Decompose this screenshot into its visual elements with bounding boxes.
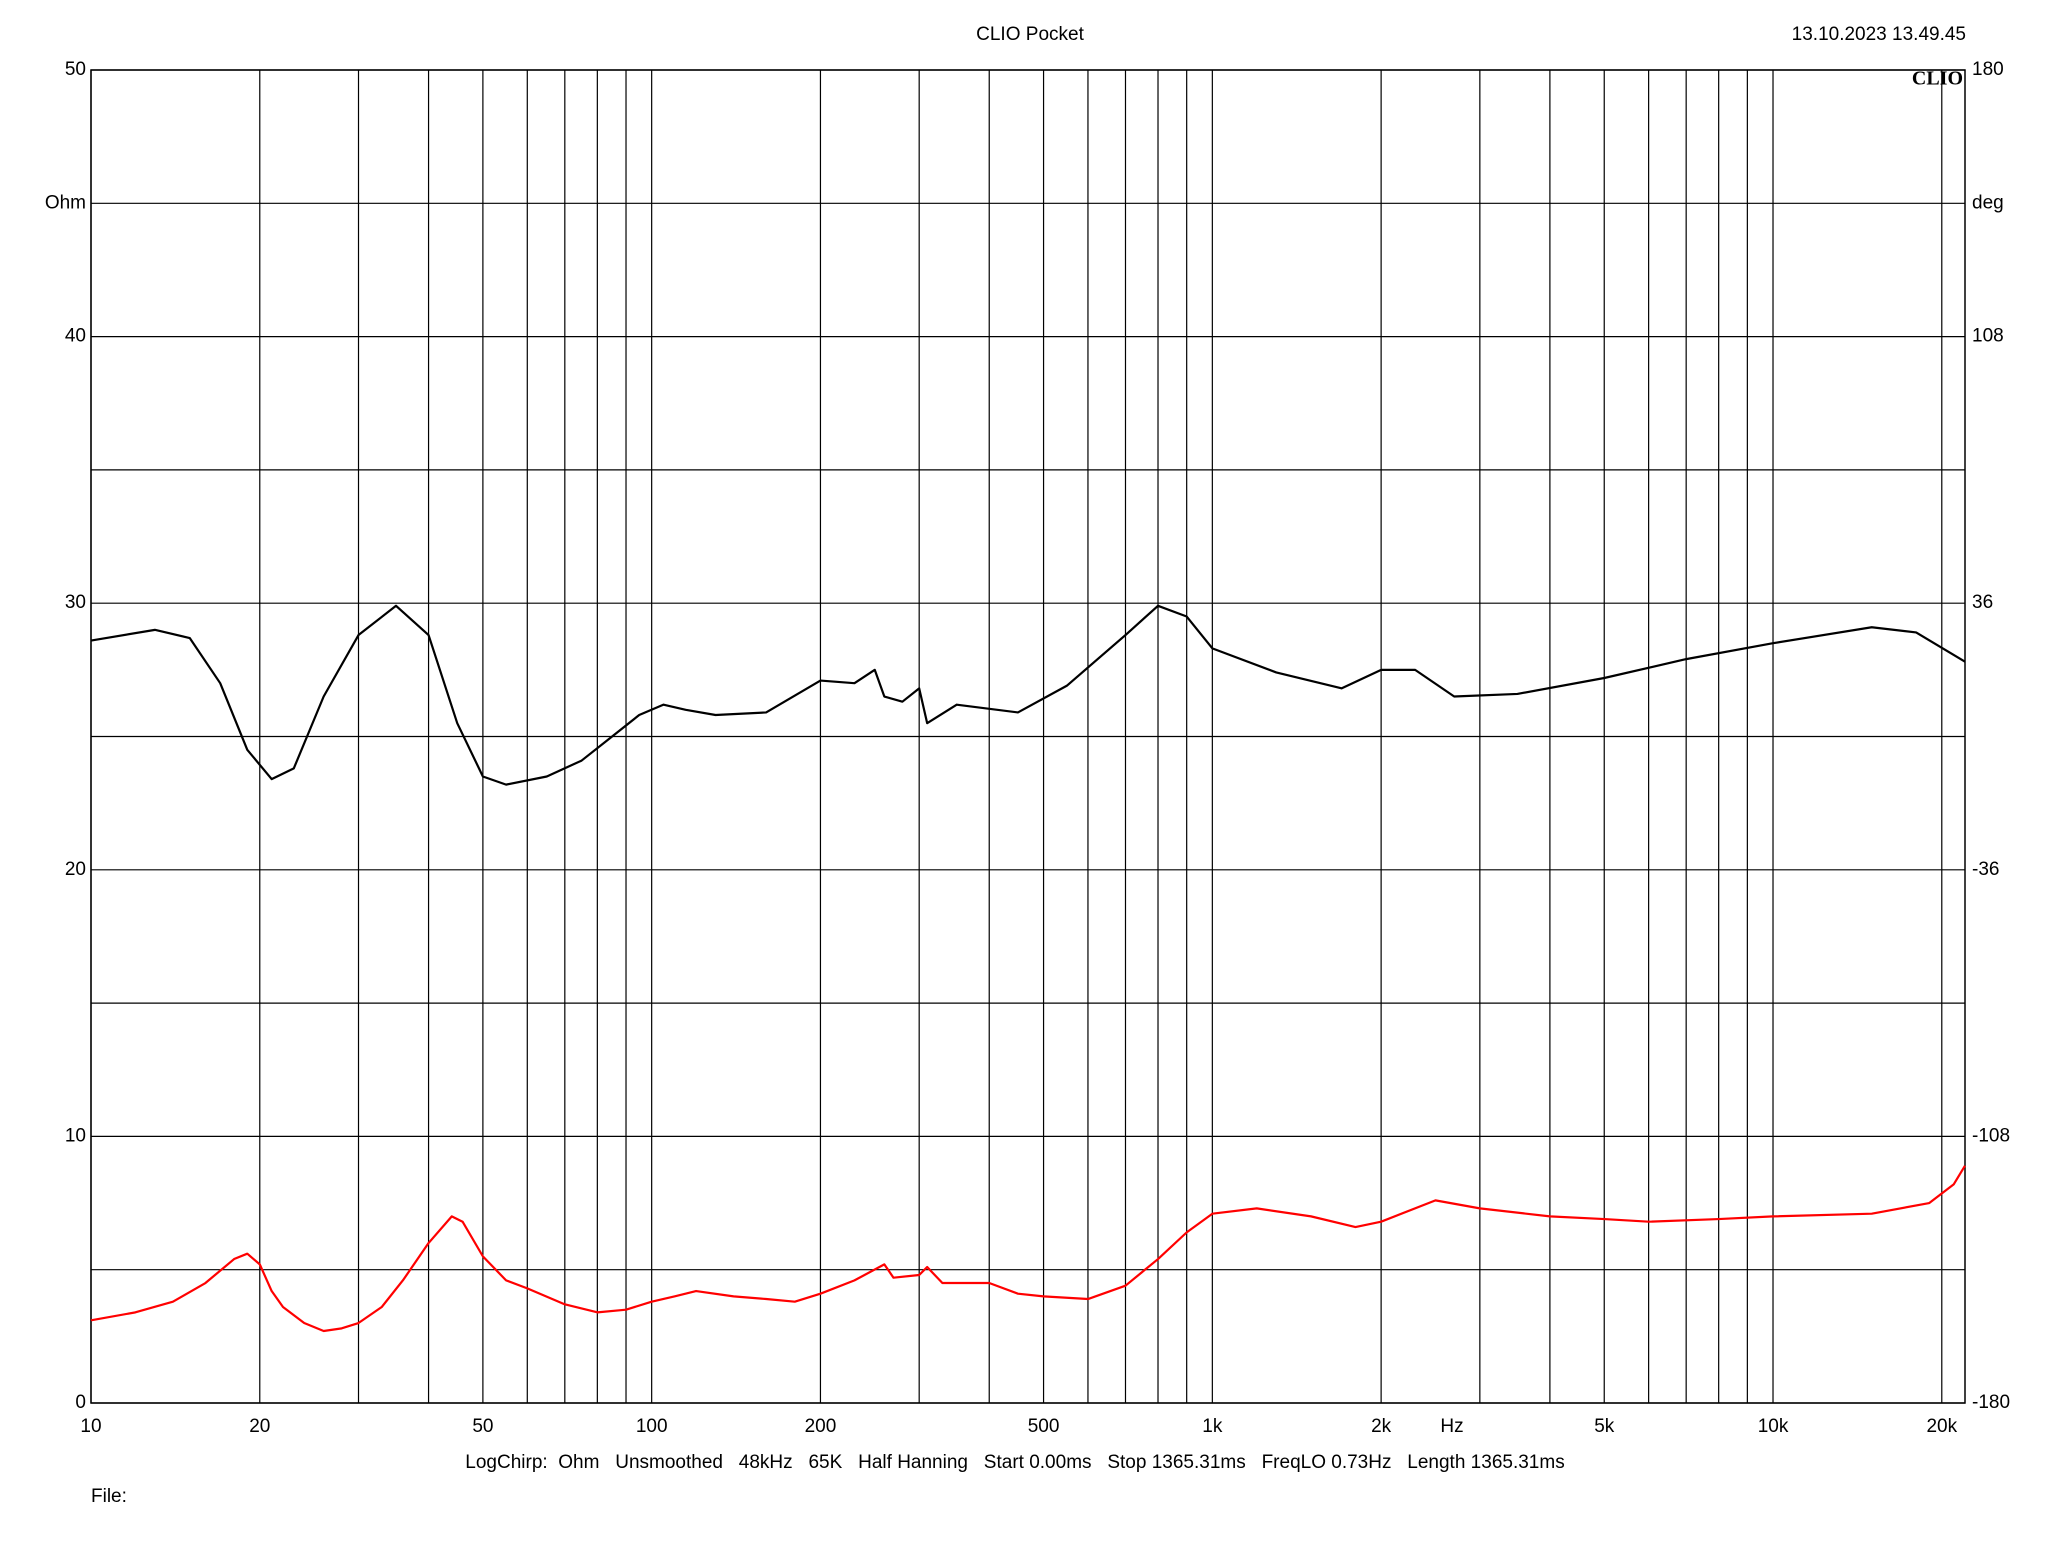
file-label: File: <box>91 1486 127 1507</box>
x-tick-label: 2k <box>1371 1416 1392 1437</box>
data-line <box>90 1165 1966 1333</box>
y-tick-label: 50 <box>65 59 86 80</box>
y2-tick-label: -36 <box>1972 859 1999 880</box>
y2-tick-label: -108 <box>1972 1125 2010 1146</box>
data-line <box>90 604 1966 786</box>
y2-tick-label: -180 <box>1972 1392 2010 1413</box>
x-tick-label: 10k <box>1758 1416 1789 1437</box>
x-tick-label: 100 <box>636 1416 668 1437</box>
y-tick-label: 0 <box>75 1392 86 1413</box>
y-tick-label: 40 <box>65 326 86 347</box>
footer: LogChirp: Ohm Unsmoothed 48kHz 65K Half … <box>465 1452 1564 1473</box>
y-tick-label: 30 <box>65 592 86 613</box>
x-tick-label: 10 <box>80 1416 101 1437</box>
x-tick-label: 20 <box>249 1416 270 1437</box>
x-tick-label: 500 <box>1028 1416 1060 1437</box>
y-tick-label: 20 <box>65 859 86 880</box>
x-axis-label: Hz <box>1440 1416 1463 1437</box>
y2-axis-label: deg <box>1972 192 2004 213</box>
y2-tick-label: 108 <box>1972 326 2004 347</box>
y2-tick-label: 36 <box>1972 592 1993 613</box>
logo: CLIO <box>1912 68 1963 90</box>
x-tick-label: 50 <box>472 1416 493 1437</box>
x-tick-label: 200 <box>805 1416 837 1437</box>
x-tick-label: 20k <box>1926 1416 1957 1437</box>
x-tick-label: 1k <box>1202 1416 1223 1437</box>
y-tick-label: 10 <box>65 1125 86 1146</box>
y2-tick-label: 180 <box>1972 59 2004 80</box>
x-tick-label: 5k <box>1594 1416 1615 1437</box>
chart-title: CLIO Pocket <box>976 24 1084 45</box>
timestamp: 13.10.2023 13.49.45 <box>1792 24 1966 45</box>
y-axis-label: Ohm <box>45 192 86 213</box>
